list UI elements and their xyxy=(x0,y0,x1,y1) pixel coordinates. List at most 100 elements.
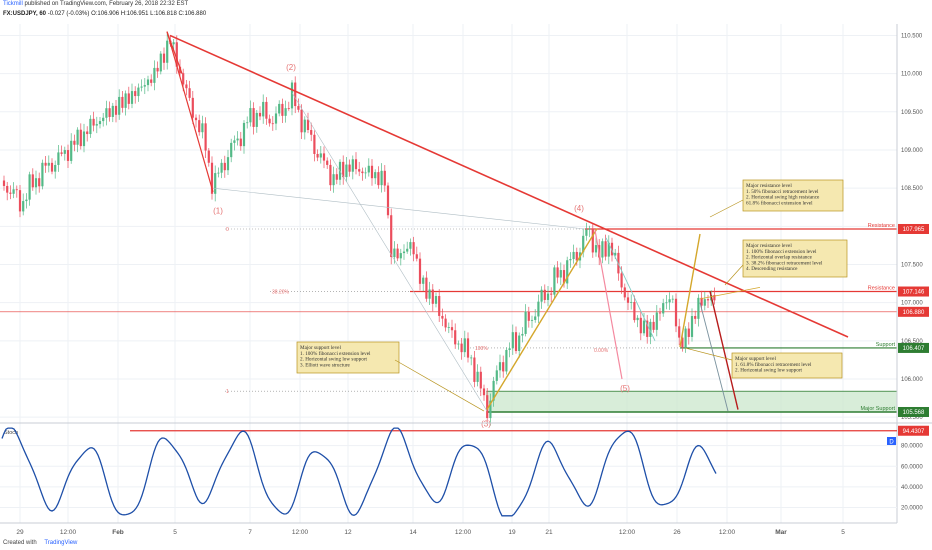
x-tick-label: 21 xyxy=(545,529,553,536)
level-label: Resistance xyxy=(868,223,895,229)
candle-body xyxy=(668,299,671,303)
candle-body xyxy=(25,199,28,202)
zones xyxy=(486,390,898,413)
candle-body xyxy=(454,330,457,345)
candle-body xyxy=(194,117,198,121)
candle-body xyxy=(540,289,543,302)
stoch-badge-bg xyxy=(887,437,896,445)
wave-label: (1) xyxy=(213,206,223,215)
candle-body xyxy=(438,296,441,316)
fib-label: 0 xyxy=(226,227,229,233)
candle-body xyxy=(313,134,316,154)
candle-body xyxy=(15,189,18,191)
candle-body xyxy=(530,319,534,321)
fib-label: 0.00% xyxy=(594,348,609,354)
candle-body xyxy=(220,162,223,173)
y-tick-label: 106.500 xyxy=(901,339,923,345)
candle-body xyxy=(86,131,89,135)
footer-created: Created with xyxy=(3,540,37,546)
candle-body xyxy=(79,129,82,147)
candle-body xyxy=(284,108,287,116)
candle-body xyxy=(409,242,412,249)
candle-body xyxy=(441,315,444,319)
candle-body xyxy=(511,332,514,349)
candle-body xyxy=(329,164,332,186)
note-line: 2. Horizontal overlap resistance xyxy=(746,255,813,261)
target-arrow xyxy=(709,291,739,410)
candle-body xyxy=(332,174,335,186)
candle-body xyxy=(623,287,626,298)
candle-body xyxy=(662,303,665,314)
candle-body xyxy=(262,101,265,117)
note-line: Major resistance level xyxy=(746,183,792,189)
candle-body xyxy=(121,96,124,108)
candle-body xyxy=(134,91,137,97)
candle-body xyxy=(559,270,562,278)
price-marker-bg xyxy=(898,342,929,353)
note-line: 3. 38.2% fibonacci retracement level xyxy=(746,259,823,266)
candle-body xyxy=(351,159,354,172)
candle-body xyxy=(146,79,150,86)
note-pointer-line xyxy=(709,199,744,218)
candle-body xyxy=(252,108,255,127)
y-tick-label: 106.000 xyxy=(901,377,923,383)
candle-body xyxy=(489,400,492,419)
level-label: Support xyxy=(876,342,896,348)
candle-body xyxy=(185,84,188,89)
candle-body xyxy=(498,362,502,371)
teal-move xyxy=(605,237,656,342)
candle-body xyxy=(140,86,143,88)
candle-body xyxy=(255,112,258,127)
candle-body xyxy=(63,150,66,154)
candle-body xyxy=(674,298,678,327)
wave-label: (4) xyxy=(574,204,584,213)
candle-body xyxy=(70,140,73,161)
candle-body xyxy=(265,101,268,119)
price-marker-bg xyxy=(898,286,929,297)
candle-body xyxy=(342,161,345,178)
wave-connector xyxy=(212,187,586,230)
candle-body xyxy=(543,289,546,300)
candle-body xyxy=(457,343,460,345)
footer-brand[interactable]: TradingView xyxy=(44,540,78,546)
candle-body xyxy=(386,185,390,216)
candle-body xyxy=(534,316,537,320)
candle-body xyxy=(60,152,63,154)
candle-body xyxy=(422,277,425,284)
x-tick-label: 19 xyxy=(508,529,516,536)
change-label: -0.027 (-0.03%) xyxy=(47,11,90,17)
target-path-alt xyxy=(699,302,729,412)
candle-body xyxy=(482,388,486,396)
note-line: 2. Horizontal swing high resistance xyxy=(746,195,820,201)
candle-body xyxy=(502,362,505,372)
wave-label: (2) xyxy=(286,63,296,72)
candle-body xyxy=(444,318,447,328)
candle-body xyxy=(406,248,409,252)
candle-body xyxy=(626,297,630,303)
note-line: 61.8% fibonacci extension level xyxy=(746,199,813,206)
x-tick-label: 29 xyxy=(16,529,24,536)
candle-body xyxy=(271,123,274,125)
candle-body xyxy=(364,172,367,174)
price-marker-label: 107.146 xyxy=(903,290,925,296)
stoch-tick-label: 40.0000 xyxy=(901,485,923,491)
candle-body xyxy=(588,228,591,230)
candle-body xyxy=(678,326,681,338)
note-line: 1. 61.8% fibonacci retracement level xyxy=(735,361,812,368)
candle-body xyxy=(166,40,169,63)
candle-body xyxy=(521,333,524,336)
candle-body xyxy=(345,164,348,178)
level-label: Major Support xyxy=(860,406,895,412)
candle-body xyxy=(159,53,162,72)
wave1-arrow-up xyxy=(166,31,183,74)
candle-body xyxy=(495,370,498,381)
candle-body xyxy=(92,118,95,126)
candle-body xyxy=(108,108,111,117)
horizontal-levels: Resistance Resistance Support Major Support xyxy=(0,223,897,413)
candle-body xyxy=(527,311,530,321)
candle-body xyxy=(681,337,684,348)
author-name[interactable]: Tickmill xyxy=(3,1,23,7)
